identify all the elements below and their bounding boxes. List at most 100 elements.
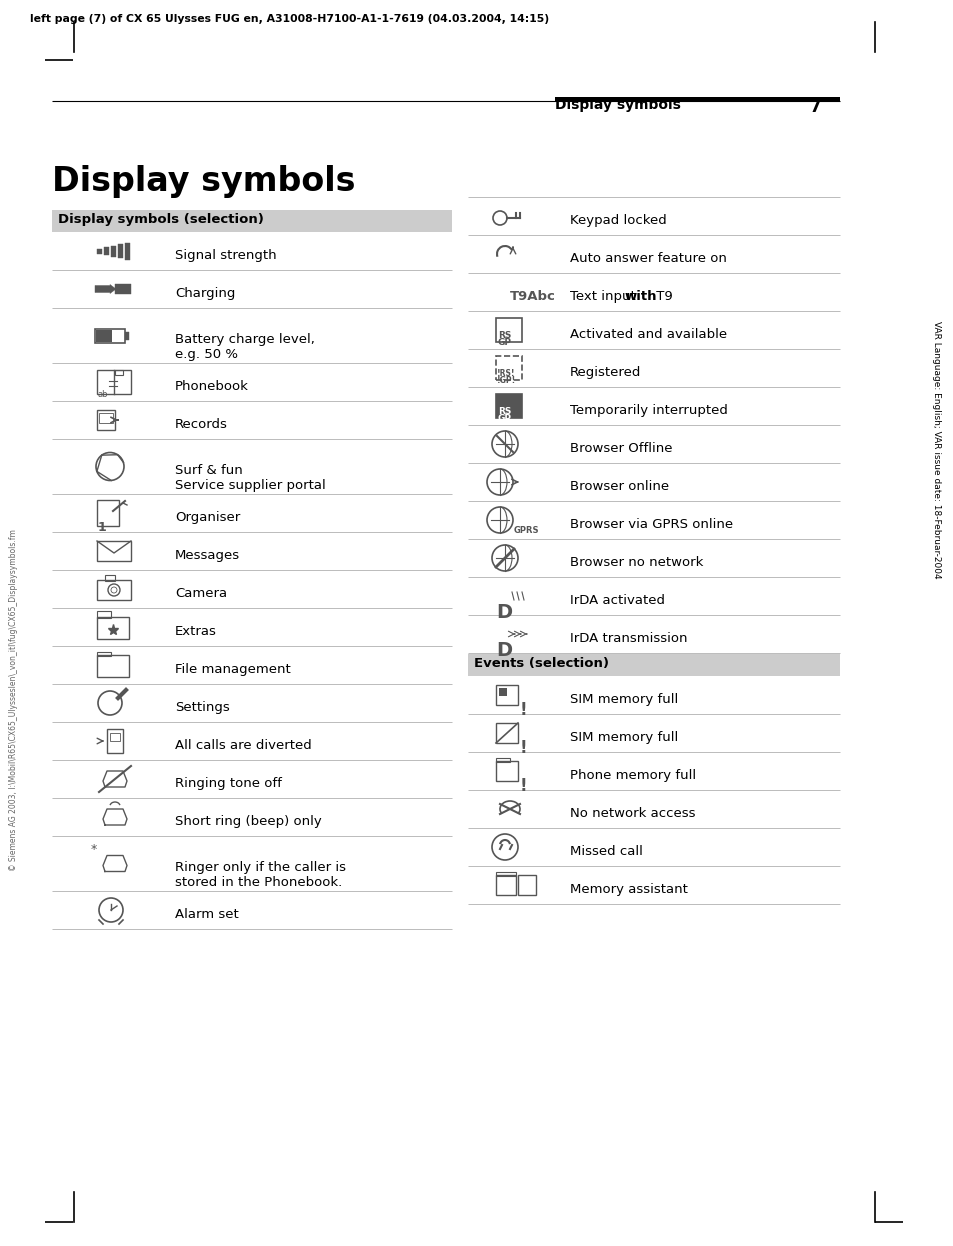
Text: !: !: [519, 701, 527, 719]
Text: © Siemens AG 2003, I:\Mobil\R65\CX65_Ulysseslen\_von_itl\fug\CX65_Displaysymbols: © Siemens AG 2003, I:\Mobil\R65\CX65_Uly…: [10, 530, 18, 871]
Text: Registered: Registered: [569, 366, 640, 379]
Text: Settings: Settings: [174, 701, 230, 714]
Text: with: with: [624, 290, 657, 303]
Text: Keypad locked: Keypad locked: [569, 214, 666, 227]
Text: Activated and available: Activated and available: [569, 328, 726, 341]
Text: Charging: Charging: [174, 287, 235, 300]
Bar: [468, 654, 840, 677]
Text: Display symbols: Display symbols: [52, 164, 355, 198]
Text: IrDA transmission: IrDA transmission: [569, 632, 687, 645]
Text: !RS!: !RS!: [497, 369, 515, 378]
Text: Memory assistant: Memory assistant: [569, 883, 687, 896]
Bar: [517, 875, 536, 895]
Bar: [496, 318, 521, 341]
Bar: [496, 758, 510, 763]
Text: Extras: Extras: [174, 625, 216, 638]
Bar: [496, 356, 521, 380]
Bar: [105, 574, 115, 581]
Bar: [496, 723, 517, 743]
Bar: [496, 875, 516, 895]
Text: Display symbols (selection): Display symbols (selection): [58, 213, 264, 226]
Text: Browser Offline: Browser Offline: [569, 442, 672, 455]
Text: !: !: [519, 778, 527, 795]
Text: Surf & fun
Service supplier portal: Surf & fun Service supplier portal: [174, 464, 325, 492]
Text: Browser no network: Browser no network: [569, 556, 702, 569]
Text: Alarm set: Alarm set: [174, 908, 238, 921]
Bar: [107, 729, 123, 753]
Text: RS: RS: [497, 407, 511, 416]
Text: T9Abc: T9Abc: [510, 290, 556, 303]
Bar: [97, 655, 129, 677]
Text: Text input: Text input: [569, 290, 639, 303]
Bar: [110, 733, 120, 741]
Bar: [97, 370, 131, 394]
Bar: [111, 245, 116, 257]
Bar: [95, 329, 125, 343]
Text: Display symbols: Display symbols: [555, 98, 680, 112]
Bar: [498, 688, 506, 697]
Text: Temporarily interrupted: Temporarily interrupted: [569, 404, 727, 417]
Text: IrDA activated: IrDA activated: [569, 594, 664, 607]
Bar: [96, 329, 112, 341]
Text: VAR Language: English; VAR issue date: 18-Februar-2004: VAR Language: English; VAR issue date: 1…: [931, 321, 941, 579]
Text: Missed call: Missed call: [569, 845, 642, 858]
Text: Signal strength: Signal strength: [174, 249, 276, 262]
Bar: [99, 412, 112, 422]
Text: D: D: [496, 640, 512, 660]
Bar: [555, 97, 840, 101]
Text: No network access: No network access: [569, 807, 695, 820]
Bar: [97, 500, 119, 526]
Bar: [125, 243, 130, 259]
Bar: [97, 541, 131, 561]
Bar: [97, 611, 111, 618]
Text: ab: ab: [98, 390, 109, 399]
Text: Camera: Camera: [174, 587, 227, 601]
Bar: [496, 685, 517, 705]
Bar: [97, 652, 111, 655]
Text: Records: Records: [174, 417, 228, 431]
Text: Browser via GPRS online: Browser via GPRS online: [569, 518, 732, 531]
Text: D: D: [496, 603, 512, 622]
Circle shape: [105, 698, 115, 708]
Text: SIM memory full: SIM memory full: [569, 693, 678, 706]
Text: File management: File management: [174, 663, 291, 677]
Text: left page (7) of CX 65 Ulysses FUG en, A31008-H7100-A1-1-7619 (04.03.2004, 14:15: left page (7) of CX 65 Ulysses FUG en, A…: [30, 14, 549, 24]
Bar: [97, 410, 115, 430]
FancyArrow shape: [95, 284, 116, 294]
Bar: [97, 617, 129, 639]
Text: Ringer only if the caller is
stored in the Phonebook.: Ringer only if the caller is stored in t…: [174, 861, 346, 888]
Text: SIM memory full: SIM memory full: [569, 731, 678, 744]
Text: GPRS: GPRS: [514, 526, 539, 535]
Text: Phonebook: Phonebook: [174, 380, 249, 392]
Text: 1: 1: [98, 521, 107, 535]
Bar: [97, 579, 131, 601]
Text: Phone memory full: Phone memory full: [569, 769, 696, 782]
Bar: [496, 761, 517, 781]
Bar: [97, 248, 102, 253]
Text: Short ring (beep) only: Short ring (beep) only: [174, 815, 321, 829]
Bar: [115, 284, 131, 294]
Text: Events (selection): Events (selection): [474, 657, 608, 670]
Text: GP: GP: [497, 338, 512, 346]
Text: !: !: [519, 739, 527, 758]
Text: Ringing tone off: Ringing tone off: [174, 778, 281, 790]
Bar: [115, 370, 123, 375]
Text: 7: 7: [809, 98, 821, 116]
Bar: [104, 247, 109, 255]
Bar: [496, 872, 516, 876]
Text: Organiser: Organiser: [174, 511, 240, 525]
Text: Battery charge level,
e.g. 50 %: Battery charge level, e.g. 50 %: [174, 333, 314, 361]
Text: *: *: [91, 844, 97, 856]
Text: RS: RS: [497, 331, 511, 340]
Bar: [125, 331, 129, 339]
Bar: [496, 394, 521, 417]
Text: Browser online: Browser online: [569, 480, 668, 493]
Bar: [52, 211, 452, 232]
Text: T9: T9: [651, 290, 672, 303]
Text: All calls are diverted: All calls are diverted: [174, 739, 312, 753]
Text: Auto answer feature on: Auto answer feature on: [569, 252, 726, 265]
Text: !GP!: !GP!: [497, 376, 516, 385]
Bar: [118, 244, 123, 258]
Text: GP: GP: [497, 414, 512, 422]
Text: Messages: Messages: [174, 549, 240, 562]
